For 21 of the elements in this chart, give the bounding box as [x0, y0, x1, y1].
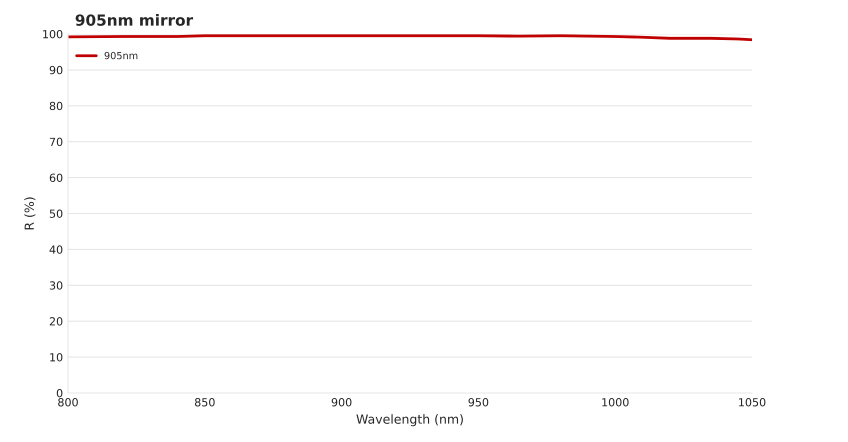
- y-axis-title: R (%): [24, 197, 36, 230]
- y-tick-label: 70: [50, 138, 62, 146]
- y-tick-label: 10: [50, 353, 62, 362]
- y-tick-label: 100: [43, 30, 62, 38]
- y-tick-label: 40: [50, 245, 62, 254]
- x-tick-label: 1050: [739, 398, 766, 406]
- y-tick-label: 90: [50, 66, 62, 74]
- x-axis-title: Wavelength (nm): [356, 414, 463, 426]
- y-tick-label: 80: [50, 102, 62, 110]
- y-tick-label: 20: [50, 317, 62, 326]
- y-tick-label: 0: [56, 388, 62, 398]
- chart-title: 905nm mirror: [76, 14, 194, 26]
- legend-label: 905nm: [104, 52, 138, 60]
- y-tick-label: 30: [50, 281, 62, 290]
- x-tick-label: 900: [332, 398, 352, 406]
- y-tick-label: 60: [50, 174, 62, 182]
- y-tick-label: 50: [50, 209, 62, 218]
- x-tick-label: 950: [468, 398, 488, 406]
- x-tick-label: 850: [194, 398, 215, 406]
- x-tick-label: 800: [58, 398, 78, 406]
- x-tick-label: 1000: [602, 398, 629, 406]
